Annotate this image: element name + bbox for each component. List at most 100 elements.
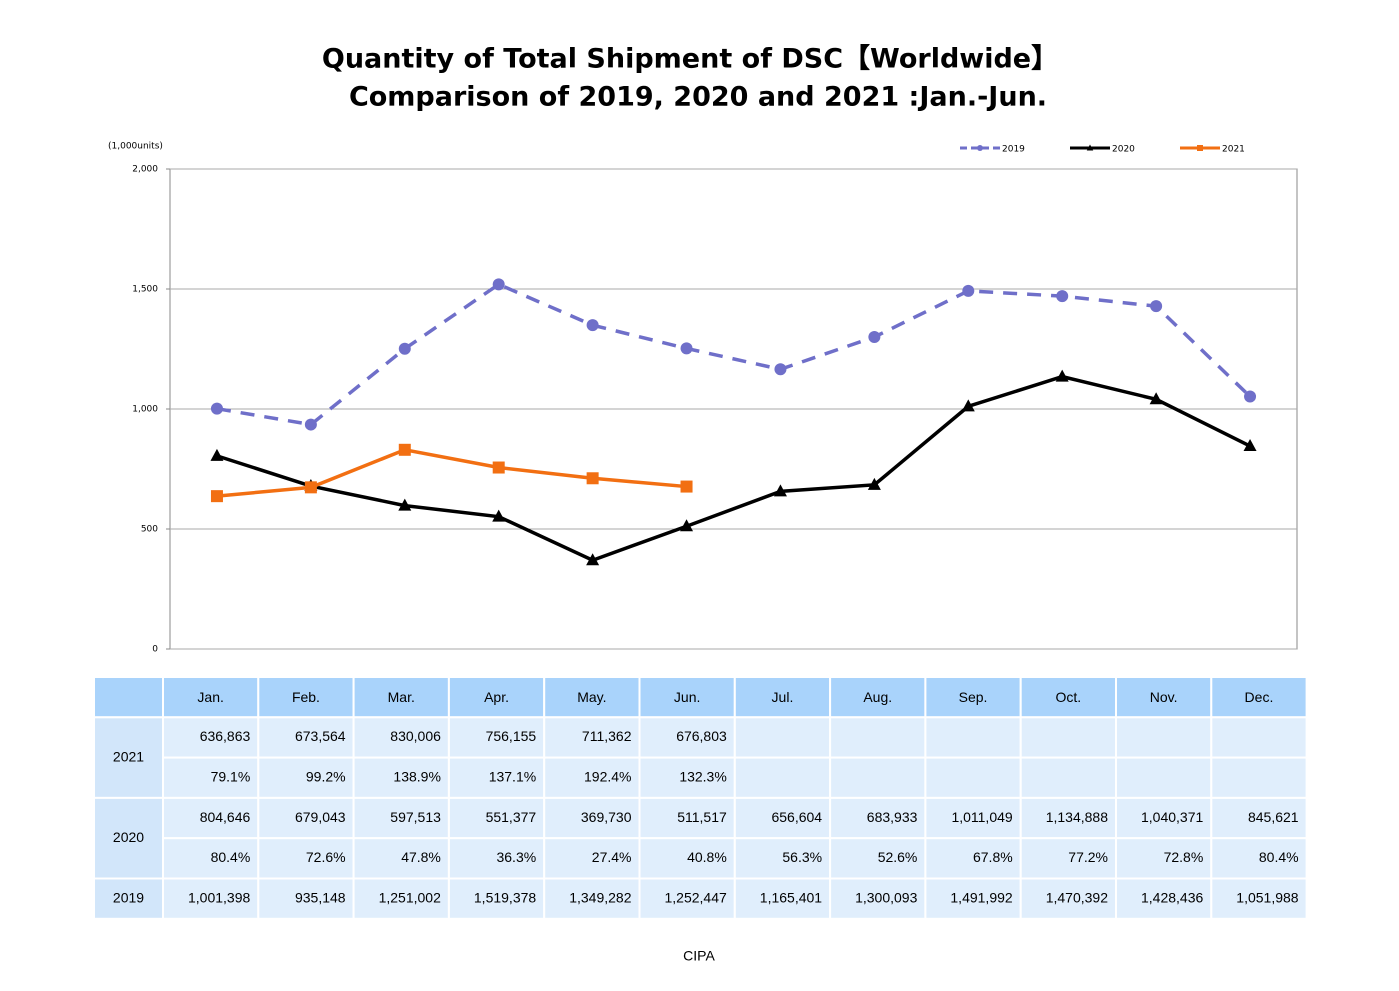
table-value: 99.2%: [306, 768, 346, 784]
series-line: [216, 447, 687, 498]
table-value: 1,011,049: [951, 809, 1012, 825]
table-value: 1,134,888: [1046, 809, 1108, 825]
data-point: [210, 448, 224, 461]
table-cell: [1210, 756, 1308, 799]
data-point: [492, 278, 505, 291]
data-point: [210, 402, 223, 415]
data-point: [962, 284, 975, 297]
table-cell: [924, 716, 1022, 759]
table-value: 36.3%: [496, 849, 536, 865]
data-point: [1055, 369, 1069, 382]
table-value: 756,155: [486, 728, 537, 744]
table-value: 79.1%: [211, 768, 251, 784]
data-point: [868, 330, 881, 343]
table-value: 1,300,093: [855, 889, 917, 905]
table-value: 1,428,436: [1141, 889, 1203, 905]
table-value: 369,730: [581, 809, 632, 825]
row-label: 2019: [113, 889, 144, 905]
y-tick-label: 0: [152, 645, 158, 655]
table-cell: [733, 676, 832, 719]
table-cell: [1210, 716, 1308, 759]
table-value: 1,349,282: [569, 889, 631, 905]
table-value: 1,051,988: [1236, 889, 1298, 905]
series-line: [216, 282, 1252, 427]
data-point: [398, 443, 411, 456]
table-value: 52.6%: [878, 849, 918, 865]
table-cell: [1019, 877, 1118, 920]
data-point: [1150, 300, 1163, 313]
legend-marker: [1086, 144, 1094, 151]
series-line: [216, 374, 1251, 563]
table-header: Sep.: [959, 689, 988, 705]
table-value: 1,470,392: [1046, 889, 1108, 905]
table-value: 845,621: [1248, 809, 1299, 825]
data-point: [304, 481, 317, 494]
table-value: 72.6%: [306, 849, 346, 865]
table-value: 683,933: [867, 809, 918, 825]
data-point: [398, 342, 411, 355]
table-header: Oct.: [1056, 689, 1082, 705]
table-cell: [733, 716, 832, 759]
table-cell: [93, 676, 164, 719]
legend-label: 2019: [1002, 145, 1025, 155]
data-point: [586, 472, 599, 485]
data-point: [1243, 439, 1257, 452]
table-cell: [543, 877, 641, 920]
table-cell: [162, 716, 260, 759]
legend-label: 2021: [1222, 145, 1245, 155]
data-point: [492, 509, 506, 522]
table-header: May.: [577, 689, 606, 705]
table-cell: [1115, 756, 1213, 799]
table-value: 1,519,378: [474, 889, 536, 905]
data-point: [586, 319, 599, 332]
table-cell: [829, 756, 927, 799]
data-point: [680, 480, 693, 493]
table-header: Mar.: [388, 689, 415, 705]
table-cell: [924, 756, 1022, 799]
table-value: 636,863: [200, 728, 251, 744]
table-cell: [447, 877, 546, 920]
y-tick-label: 2,000: [132, 165, 158, 175]
table-value: 132.3%: [679, 768, 726, 784]
row-label: 2020: [113, 829, 144, 845]
table-cell: [352, 877, 450, 920]
table-value: 679,043: [295, 809, 346, 825]
table-value: 711,362: [582, 728, 632, 744]
table-value: 676,803: [676, 728, 727, 744]
chart-subtitle: Comparison of 2019, 2020 and 2021 :Jan.-…: [349, 82, 1047, 113]
table-cell: [447, 756, 546, 799]
table-cell: [162, 877, 260, 920]
y-axis-label: (1,000units): [108, 142, 163, 152]
table-cell: [447, 796, 546, 840]
table-header: Feb.: [292, 689, 320, 705]
data-point: [492, 461, 505, 474]
legend-marker: [1197, 145, 1203, 151]
table-value: 40.8%: [687, 849, 727, 865]
table-cell: [733, 877, 832, 920]
table-cell: [733, 756, 832, 799]
data-point: [961, 399, 975, 412]
table-value: 1,491,992: [950, 889, 1012, 905]
data-point: [774, 363, 787, 376]
table-cell: [352, 796, 450, 840]
table-value: 935,148: [295, 889, 346, 905]
legend-marker: [977, 145, 983, 151]
table-header: Jul.: [772, 689, 794, 705]
table-value: 138.9%: [393, 768, 440, 784]
table-value: 551,377: [486, 809, 537, 825]
table-cell: [93, 877, 164, 920]
table-value: 56.3%: [782, 849, 822, 865]
table-value: 1,040,371: [1141, 809, 1203, 825]
table-value: 80.4%: [1259, 849, 1299, 865]
table-value: 27.4%: [592, 849, 632, 865]
table-value: 804,646: [200, 809, 251, 825]
chart-title: Quantity of Total Shipment of DSC【Worldw…: [322, 44, 1058, 75]
table-cell: [93, 716, 164, 799]
data-point: [867, 477, 881, 490]
table-cell: [829, 796, 927, 840]
table-cell: [543, 837, 641, 880]
table-cell: [924, 796, 1022, 840]
y-tick-label: 1,500: [132, 285, 158, 295]
data-point: [680, 342, 693, 355]
